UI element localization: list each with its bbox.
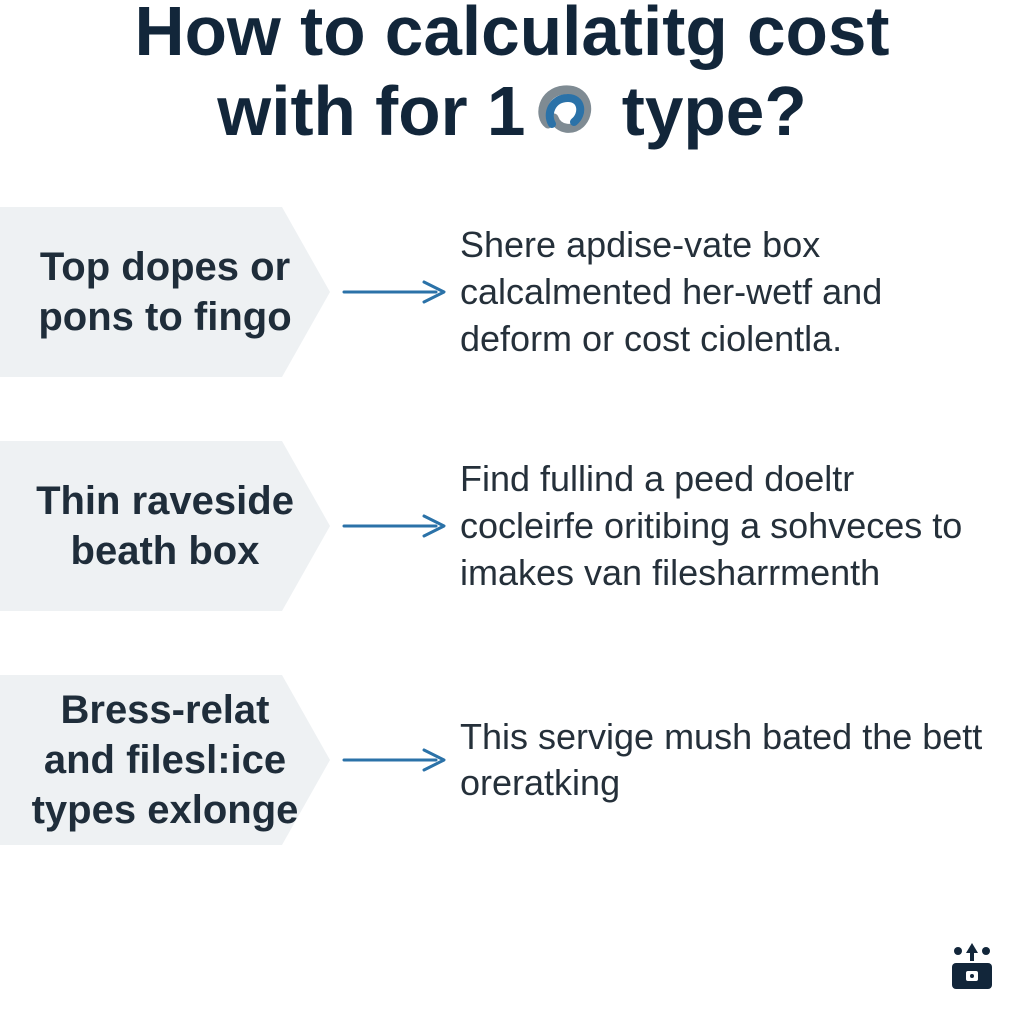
step-description: Find fullind a peed doeltr cocleirfe ori… bbox=[460, 456, 1024, 596]
footer-icon bbox=[944, 937, 1000, 998]
step-row: Bress-relat and filesl:ice types exlonge… bbox=[0, 675, 1024, 845]
title-line-1: How to calculatitg cost bbox=[0, 0, 1024, 72]
step-row: Top dopes or pons to fingo Shere apdise-v… bbox=[0, 207, 1024, 377]
step-label: Top dopes or pons to fingo bbox=[24, 242, 306, 342]
title-line-2-pre: with for 1 bbox=[217, 72, 525, 150]
step-label-box: Bress-relat and filesl:ice types exlonge bbox=[0, 675, 330, 845]
title-line-2: with for 1 01 type? bbox=[0, 72, 1024, 152]
title-line-2-post: type? bbox=[603, 72, 807, 150]
arrow-icon bbox=[330, 278, 460, 306]
upload-box-icon bbox=[944, 937, 1000, 993]
step-label: Bress-relat and filesl:ice types exlonge bbox=[24, 685, 306, 835]
step-label: Thin raveside beath box bbox=[24, 476, 306, 576]
steps-list: Top dopes or pons to fingo Shere apdise-v… bbox=[0, 207, 1024, 845]
step-label-box: Top dopes or pons to fingo bbox=[0, 207, 330, 377]
arrow-icon bbox=[330, 512, 460, 540]
arrow-icon bbox=[330, 746, 460, 774]
step-description: Shere apdise-vate box calcalmented her-w… bbox=[460, 222, 1024, 362]
page-title: How to calculatitg cost with for 1 01 ty… bbox=[0, 0, 1024, 151]
title-accent: 01 bbox=[525, 72, 602, 152]
step-description: This servige mush bated the bett oreratk… bbox=[460, 714, 1024, 808]
step-label-box: Thin raveside beath box bbox=[0, 441, 330, 611]
step-row: Thin raveside beath box Find fullind a pe… bbox=[0, 441, 1024, 611]
